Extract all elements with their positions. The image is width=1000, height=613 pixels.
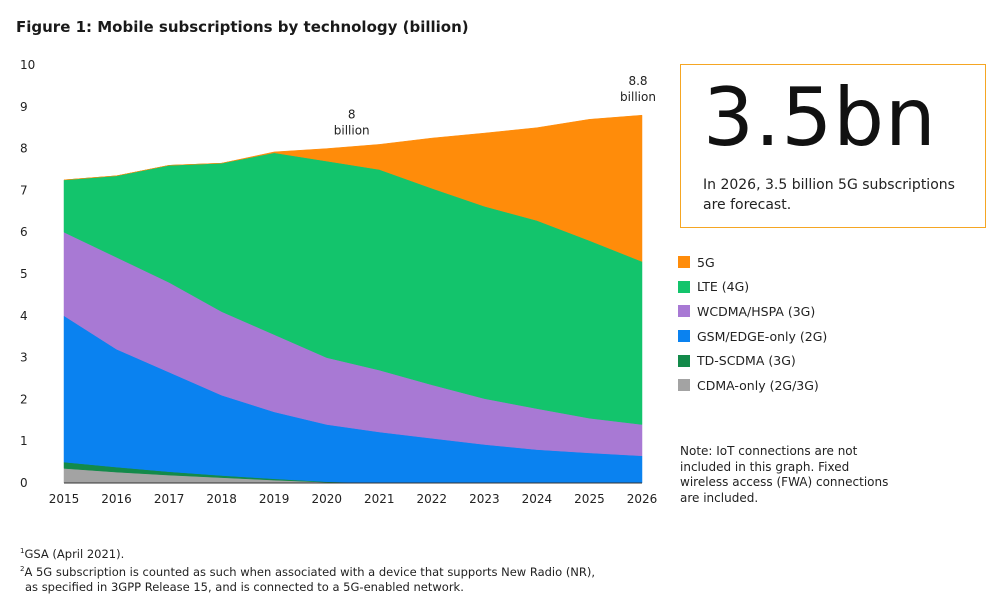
chart-note: Note: IoT connections are not included i… (680, 444, 889, 505)
legend-item-5g: 5G (678, 250, 827, 275)
legend-label: CDMA-only (2G/3G) (697, 377, 819, 393)
area-series-5g (63, 114, 643, 262)
legend-swatch-gsm (678, 330, 690, 343)
legend-item-wcdma: WCDMA/HSPA (3G) (678, 299, 827, 324)
x-tick-label: 2019 (259, 492, 290, 506)
total-annotation: billion (620, 90, 656, 104)
stacked-area-chart: 0 1 2 3 4 5 6 7 8 9 10 2015 2016 2017 2018 2019 2020 2021… (20, 58, 658, 506)
x-tick-label: 2018 (206, 492, 237, 506)
x-tick-label: 2016 (101, 492, 132, 506)
y-tick-label: 0 (20, 476, 28, 490)
x-tick-label: 2025 (574, 492, 605, 506)
total-annotation: 8.8 (628, 74, 647, 88)
total-annotation: billion (334, 124, 370, 138)
callout-value: 3.5bn (703, 71, 937, 164)
x-tick-label: 2021 (364, 492, 395, 506)
x-tick-label: 2024 (522, 492, 553, 506)
x-tick-label: 2020 (311, 492, 342, 506)
legend-label: LTE (4G) (697, 279, 750, 295)
footnote-text: A 5G subscription is counted as such whe… (24, 564, 596, 579)
legend-label: WCDMA/HSPA (3G) (697, 303, 816, 319)
legend-swatch-tdscdma (678, 354, 690, 367)
footnote: 2A 5G subscription is counted as such wh… (20, 562, 595, 580)
y-tick-label: 8 (20, 142, 28, 156)
legend-item-lte: LTE (4G) (678, 275, 827, 300)
footnote-number: 2 (20, 564, 25, 573)
legend-item-tdscdma: TD-SCDMA (3G) (678, 348, 827, 373)
footnotes: 1GSA (April 2021). 2A 5G subscription is … (20, 544, 595, 595)
callout-box: 3.5bn In 2026, 3.5 billion 5G subscripti… (680, 64, 986, 228)
legend-label: 5G (697, 254, 715, 270)
footnote: as specified in 3GPP Release 15, and is … (20, 580, 595, 595)
x-tick-label: 2023 (469, 492, 500, 506)
y-tick-label: 5 (20, 267, 28, 281)
footnote-number: 1 (20, 547, 25, 555)
legend-swatch-wcdma (678, 305, 690, 318)
y-tick-label: 6 (20, 225, 28, 239)
y-tick-label: 4 (20, 309, 28, 323)
x-tick-label: 2015 (49, 492, 80, 506)
legend-swatch-5g (678, 256, 690, 269)
y-tick-label: 7 (20, 183, 28, 197)
legend-item-gsm: GSM/EDGE-only (2G) (678, 324, 827, 349)
footnote-text: as specified in 3GPP Release 15, and is … (25, 579, 464, 594)
callout-description: In 2026, 3.5 billion 5G subscriptions ar… (703, 177, 955, 213)
legend: 5G LTE (4G) WCDMA/HSPA (3G) GSM/EDGE-only (… (678, 250, 827, 398)
y-tick-label: 2 (20, 392, 28, 406)
y-tick-label: 3 (20, 351, 28, 365)
y-tick-label: 9 (20, 100, 28, 114)
legend-label: GSM/EDGE-only (2G) (697, 328, 828, 344)
legend-swatch-cdma (678, 379, 690, 392)
footnote: 1GSA (April 2021). (20, 544, 595, 562)
footnote-text: GSA (April 2021). (24, 546, 125, 561)
x-tick-label: 2022 (417, 492, 448, 506)
x-tick-label: 2026 (627, 492, 658, 506)
legend-swatch-lte (678, 280, 690, 293)
chart-title: Figure 1: Mobile subscriptions by techno… (16, 18, 469, 36)
x-tick-label: 2017 (154, 492, 185, 506)
y-tick-label: 10 (20, 58, 35, 72)
legend-label: TD-SCDMA (3G) (697, 353, 796, 369)
y-tick-label: 1 (20, 434, 28, 448)
total-annotation: 8 (348, 108, 356, 122)
legend-item-cdma: CDMA-only (2G/3G) (678, 373, 827, 398)
